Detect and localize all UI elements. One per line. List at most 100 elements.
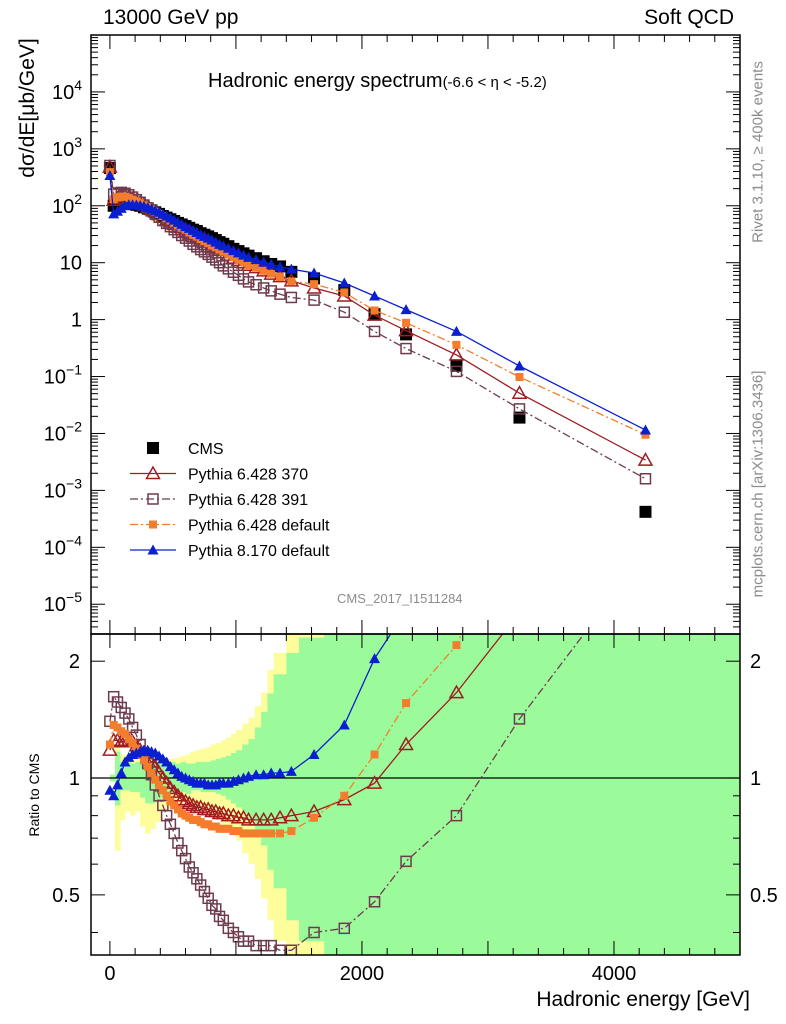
- main-data-point: [340, 288, 349, 297]
- band-inner-bin: [298, 637, 325, 942]
- ratio-data-point: [183, 861, 196, 873]
- ratio-data-point: [250, 939, 262, 952]
- main-data-point: [511, 385, 528, 399]
- main-series-line: [109, 175, 646, 431]
- ratio-data-point: [111, 779, 123, 790]
- legend-marker: [147, 493, 159, 505]
- main-data-point: [219, 247, 228, 256]
- ratio-data-point: [641, 253, 649, 261]
- ratio-data-point: [143, 762, 152, 771]
- ratio-data-point: [338, 719, 350, 730]
- legend-label: Pythia 6.428 default: [188, 518, 330, 535]
- ratio-data-point: [173, 805, 182, 814]
- main-data-point: [308, 294, 320, 306]
- main-data-point: [398, 322, 414, 337]
- ratio-data-point: [115, 767, 127, 778]
- main-data-point: [400, 304, 412, 315]
- ratio-y-tick-label-right: 1: [750, 768, 761, 790]
- ratio-data-point: [108, 790, 120, 801]
- x-tick-label: 0: [104, 963, 115, 985]
- ratio-data-point: [202, 892, 214, 905]
- ratio-data-point: [340, 791, 349, 800]
- main-data-point: [452, 340, 461, 349]
- ratio-data-point: [160, 809, 173, 822]
- legend: CMS Pythia 6.428 370 Pythia 6.428 391 Pythi…: [130, 441, 330, 560]
- main-data-point: [639, 424, 651, 435]
- ratio-data-point: [219, 824, 228, 833]
- main-data-point: [450, 325, 462, 336]
- main-data-point: [308, 267, 320, 278]
- legend-marker: [145, 465, 161, 480]
- band-inner-bin: [220, 757, 227, 796]
- ratio-data-point: [513, 606, 526, 618]
- ratio-data-point: [240, 811, 257, 826]
- legend-label: Pythia 6.428 391: [188, 492, 308, 509]
- ratio-data-point: [276, 829, 285, 838]
- main-data-point: [267, 269, 276, 278]
- ratio-data-point: [283, 807, 300, 822]
- main-plot-title: Hadronic energy spectrum(-6.6 < η < -5.2…: [208, 70, 547, 93]
- ratio-y-tick-label-left: 0.5: [52, 885, 80, 907]
- ratio-data-point: [368, 896, 381, 908]
- ratio-data-point: [151, 775, 160, 784]
- main-data-point: [639, 473, 652, 485]
- legend-entry: Pythia 6.428 default: [130, 518, 330, 535]
- ratio-data-point: [402, 699, 411, 708]
- band-inner-bin: [424, 634, 489, 955]
- ratio-data-point: [452, 641, 461, 650]
- band-inner-bin: [267, 693, 275, 870]
- ratio-data-point: [126, 721, 139, 734]
- main-y-tick-label: 104: [52, 77, 82, 104]
- ratio-data-point: [640, 217, 651, 227]
- ratio-y-tick-label-right: 2: [750, 651, 761, 673]
- main-data-point: [239, 258, 248, 267]
- main-data-point: [338, 306, 351, 318]
- legend-entry: Pythia 8.170 default: [130, 543, 330, 560]
- main-data-point: [310, 280, 319, 289]
- x-tick-label: 2000: [340, 963, 385, 985]
- ratio-data-point: [252, 829, 261, 838]
- ratio-uncertainty-bands: [109, 634, 740, 955]
- ratio-data-point: [198, 885, 211, 898]
- analysis-watermark: CMS_2017_I1511284: [337, 591, 463, 606]
- legend-label: Pythia 6.428 370: [188, 467, 308, 484]
- ratio-data-point: [200, 801, 216, 816]
- band-inner-bin: [550, 634, 740, 955]
- main-data-point: [400, 328, 413, 341]
- ratio-data-point: [310, 813, 319, 822]
- ratio-data-point: [515, 496, 523, 504]
- band-inner-bin: [140, 761, 146, 798]
- ratio-data-point: [259, 829, 268, 838]
- ratio-data-point: [239, 829, 248, 838]
- ratio-data-point: [370, 750, 379, 759]
- main-data-point: [276, 273, 285, 282]
- main-data-point: [258, 256, 270, 267]
- legend-marker: [149, 520, 157, 529]
- ratio-series-layer: [91, 217, 740, 955]
- ratio-data-point: [109, 732, 126, 747]
- band-inner-bin: [200, 761, 207, 793]
- ratio-data-point: [272, 809, 288, 824]
- main-data-point: [210, 254, 222, 266]
- mcplots-reference-label: mcplots.cern.ch [arXiv:1306.3436]: [749, 370, 767, 598]
- ratio-data-point: [640, 548, 650, 558]
- ratio-data-point: [207, 803, 224, 818]
- ratio-data-point: [234, 827, 243, 836]
- x-tick-label: 4000: [592, 963, 637, 985]
- ratio-data-point: [265, 767, 277, 778]
- ratio-data-point: [124, 735, 133, 744]
- ratio-data-point: [308, 748, 320, 759]
- band-inner-bin: [205, 761, 212, 793]
- main-data-point: [244, 261, 253, 270]
- main-series-pythia-6-428-default: [105, 168, 650, 439]
- main-y-tick-label: 102: [52, 191, 82, 218]
- ratio-data-point: [285, 765, 297, 776]
- legend-label: Pythia 8.170 default: [188, 543, 330, 560]
- ratio-data-point: [451, 539, 462, 549]
- ratio-data-point: [398, 736, 414, 751]
- header-right-label: Soft QCD: [644, 6, 734, 29]
- main-data-point: [639, 505, 652, 518]
- main-series-pythia-6-428-391: [104, 159, 652, 485]
- ratio-data-point: [274, 767, 286, 778]
